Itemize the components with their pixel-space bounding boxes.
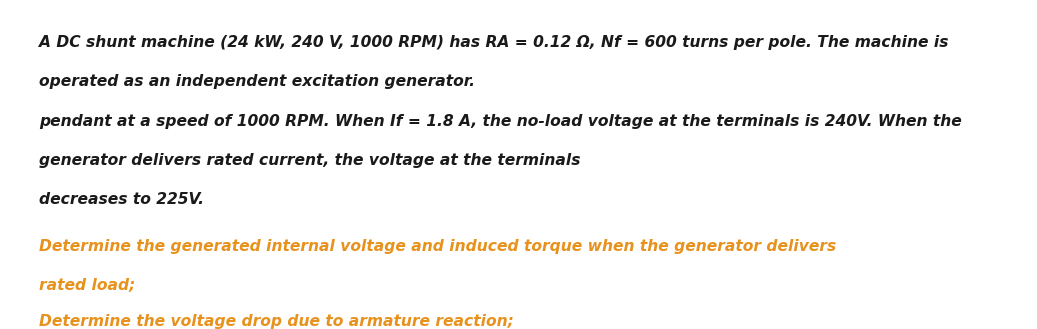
- Text: decreases to 225V.: decreases to 225V.: [39, 192, 204, 208]
- Text: Determine the generated internal voltage and induced torque when the generator d: Determine the generated internal voltage…: [39, 239, 837, 254]
- Text: pendant at a speed of 1000 RPM. When If = 1.8 A, the no-load voltage at the term: pendant at a speed of 1000 RPM. When If …: [39, 114, 962, 129]
- Text: operated as an independent excitation generator.: operated as an independent excitation ge…: [39, 74, 475, 89]
- Text: rated load;: rated load;: [39, 278, 136, 293]
- Text: A DC shunt machine (24 kW, 240 V, 1000 RPM) has RA = 0.12 Ω, Nf = 600 turns per : A DC shunt machine (24 kW, 240 V, 1000 R…: [39, 35, 949, 50]
- Text: generator delivers rated current, the voltage at the terminals: generator delivers rated current, the vo…: [39, 153, 581, 168]
- Text: Determine the voltage drop due to armature reaction;: Determine the voltage drop due to armatu…: [39, 314, 514, 329]
